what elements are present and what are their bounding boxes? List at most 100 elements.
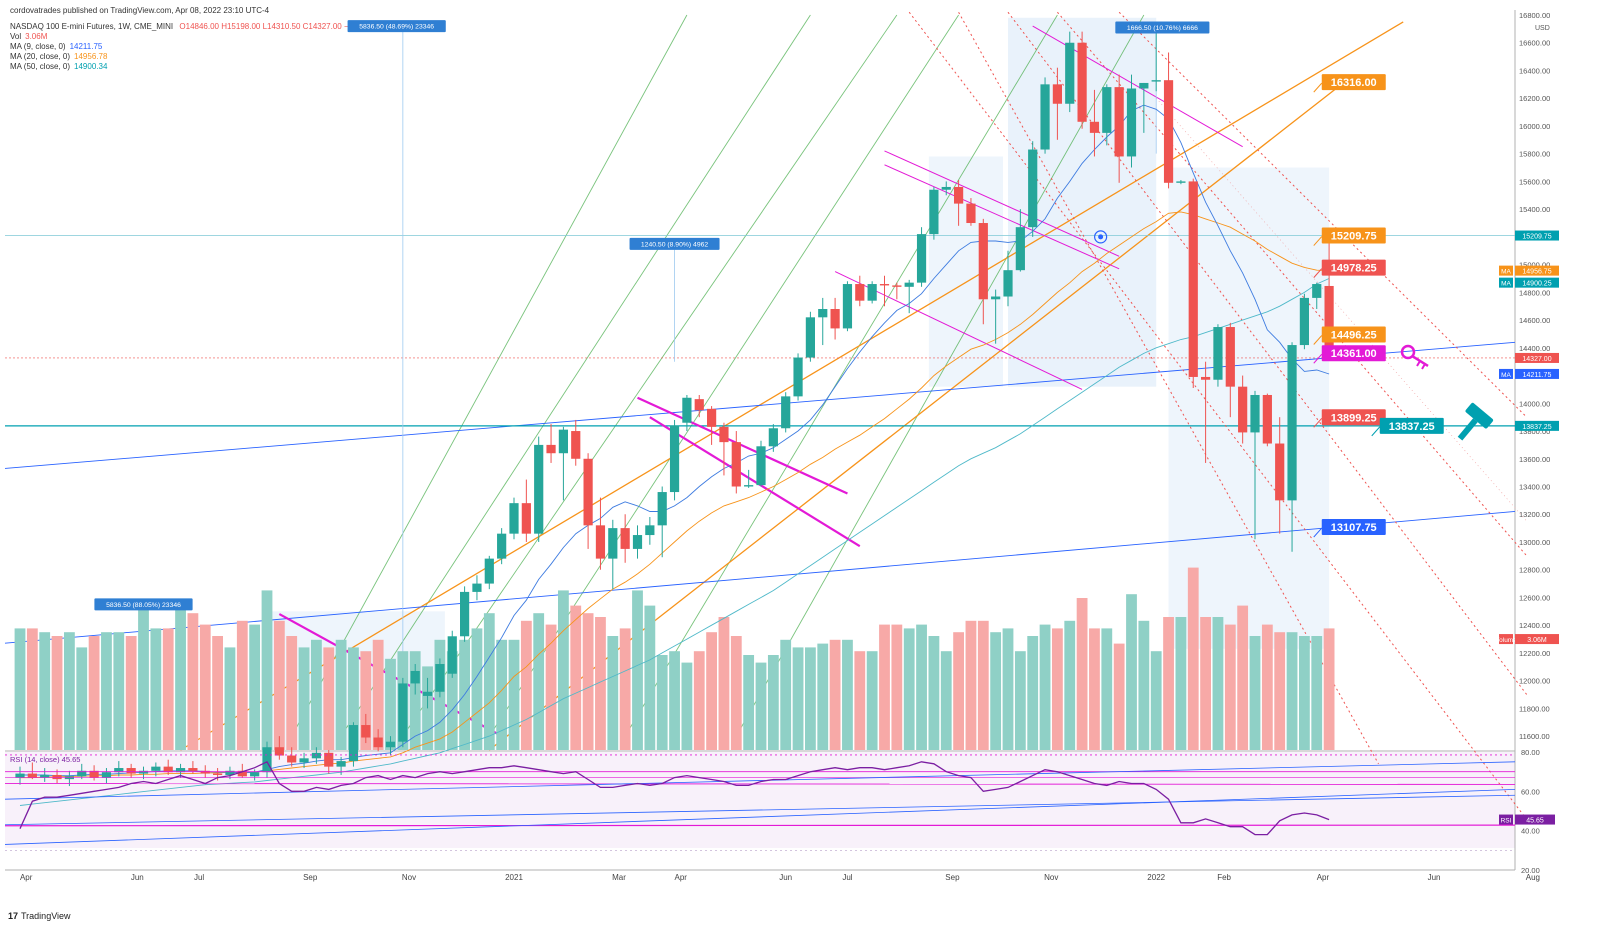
candle [966, 198, 976, 226]
time-tick-label: Aug [1526, 873, 1540, 882]
candle [385, 736, 396, 756]
candle-body [1324, 285, 1334, 358]
measure-label: 5836.50 (48.69%) 23346 [359, 24, 434, 31]
blue-trend-upper [4, 341, 1516, 469]
volume-bar [1286, 632, 1298, 750]
price-tag-pointer [1371, 426, 1381, 437]
volume-bar [1014, 651, 1026, 750]
volume-bar [26, 628, 38, 750]
volume-bar [508, 639, 520, 750]
volume-bar [977, 620, 989, 750]
volume-legend[interactable]: Vol 3.06M [10, 32, 47, 41]
price-tag-pointer [1313, 82, 1323, 93]
candle [744, 469, 754, 488]
candle-body [768, 428, 778, 447]
volume-bar [965, 620, 977, 750]
candle [645, 517, 655, 545]
rsi-line [19, 760, 1330, 836]
target-icon-center [1098, 234, 1104, 240]
ma20-legend[interactable]: MA (20, close, 0) 14956.78 [10, 52, 107, 61]
candle-body [175, 768, 186, 773]
price-tick-label: 13600.00 [1519, 455, 1550, 464]
axis-tag-label: 14900.25 [1522, 281, 1551, 288]
candle-body [1052, 84, 1062, 104]
candle-body [151, 766, 161, 771]
candle-body [916, 234, 927, 283]
volume-bar [1175, 617, 1187, 750]
time-tick-label: Feb [1217, 873, 1231, 882]
candle-body [1040, 84, 1050, 150]
candle [287, 747, 297, 767]
volume-bar [1274, 632, 1286, 750]
axis-tag-box [1515, 420, 1559, 431]
candle [1139, 82, 1149, 133]
candle [1151, 31, 1161, 92]
tradingview-brand-label: TradingView [21, 911, 71, 921]
volume-bar [1261, 624, 1273, 750]
candle-body [1102, 87, 1112, 133]
volume-bar [471, 628, 483, 750]
symbol-name: NASDAQ 100 E-mini Futures, 1W, CME_MINI [10, 22, 174, 31]
rsi-guide-line [4, 794, 1516, 826]
magenta-trend [649, 416, 861, 548]
candle [1262, 393, 1272, 447]
candle-body [1188, 181, 1198, 377]
ma50-legend[interactable]: MA (50, close, 0) 14900.34 [10, 62, 107, 71]
axis-tag-prefix [1499, 368, 1513, 379]
candle [682, 394, 692, 432]
ma20-legend-value: 14956.78 [74, 52, 108, 61]
candle [472, 575, 482, 601]
ohlc-values: O14846.00 H15198.00 L14310.50 C14327.00 … [179, 22, 374, 31]
tradingview-brand[interactable]: 17 TradingView [8, 911, 71, 921]
orange-channel-lower [488, 83, 1342, 751]
candle [237, 763, 247, 778]
volume-bar [261, 590, 273, 750]
candle-body [1114, 87, 1124, 157]
candle [657, 486, 667, 558]
candle [719, 422, 729, 476]
fan-line [735, 14, 1145, 737]
candle [916, 227, 927, 287]
candle [1003, 250, 1013, 307]
candle [274, 736, 284, 760]
target-icon [1094, 230, 1108, 244]
volume-bar [372, 639, 384, 750]
candle-body [1065, 42, 1075, 104]
time-tick-label: Apr [1317, 873, 1330, 882]
price-tag-label: 15209.75 [1331, 231, 1377, 243]
candle-body [1077, 42, 1087, 122]
candle [978, 218, 988, 325]
candle [830, 297, 840, 340]
volume-bar [1311, 636, 1323, 750]
candle [1065, 31, 1075, 113]
candle [1052, 67, 1062, 140]
candle-body [52, 774, 62, 780]
candle [1201, 361, 1211, 463]
candle-body [324, 752, 334, 767]
volume-bar [385, 658, 396, 750]
time-tick-label: Jun [1428, 873, 1441, 882]
volume-bar [681, 662, 693, 750]
volume-bar [1126, 594, 1137, 750]
candle-body [583, 458, 593, 526]
volume-bar [1163, 617, 1174, 750]
candle [163, 759, 173, 775]
price-tick-label: 13400.00 [1519, 483, 1550, 492]
price-tick-label: 16600.00 [1519, 39, 1550, 48]
volume-bar [1002, 628, 1014, 750]
candle-body [608, 528, 618, 559]
candle-body [744, 485, 754, 487]
candle [435, 658, 445, 698]
time-tick-label: Jun [131, 873, 144, 882]
volume-bar [175, 609, 186, 750]
candle-body [163, 766, 173, 773]
gavel-icon-head [1465, 402, 1494, 429]
measure-label-box [347, 20, 446, 33]
ma9-legend[interactable]: MA (9, close, 0) 14211.75 [10, 42, 102, 51]
candle-body [521, 503, 531, 534]
volume-bar [829, 639, 841, 750]
volume-bar [1027, 636, 1039, 750]
candle [805, 311, 815, 362]
blue-trend-lower [4, 511, 1516, 644]
